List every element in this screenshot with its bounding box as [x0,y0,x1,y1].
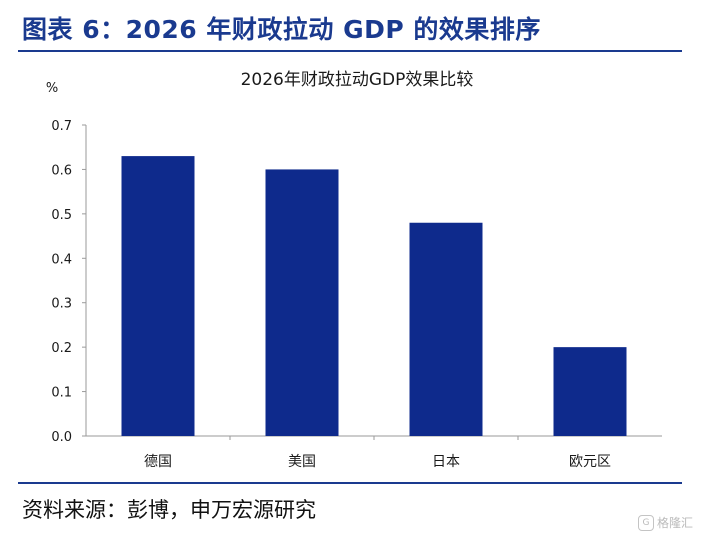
watermark-logo-icon: G [637,514,654,531]
x-category-label: 日本 [432,454,460,470]
y-tick-label: 0.7 [51,119,72,134]
y-tick-label: 0.4 [51,252,72,267]
chart-bars [121,156,627,436]
watermark-text: 格隆汇 [656,516,693,530]
x-category-label: 德国 [144,454,172,470]
x-category-label: 欧元区 [569,454,611,470]
y-tick-label: 0.3 [51,297,72,312]
bar-2 [265,169,339,436]
y-tick-label: 0.0 [51,430,72,445]
y-tick-labels: 0.0 0.1 0.2 0.3 0.4 0.5 0.6 0.7 [51,119,72,445]
figure-title: 图表 6：2026 年财政拉动 GDP 的效果排序 [22,15,541,44]
bar-1 [121,156,195,436]
y-tick-label: 0.5 [51,208,72,223]
x-category-labels: 德国 美国 日本 欧元区 [144,454,611,470]
footer-divider [18,482,682,484]
y-tick-label: 0.6 [51,163,72,178]
x-category-label: 美国 [288,454,316,470]
y-tick-label: 0.1 [51,386,72,401]
y-axis-unit: % [46,81,58,96]
watermark: G 格隆汇 [637,514,693,531]
chart-title: 2026年财政拉动GDP效果比较 [241,70,474,90]
source-note: 资料来源：彭博，申万宏源研究 [22,498,316,522]
title-divider [18,50,682,52]
y-tick-label: 0.2 [51,341,72,356]
bar-3 [409,222,483,436]
bar-4 [553,347,627,436]
